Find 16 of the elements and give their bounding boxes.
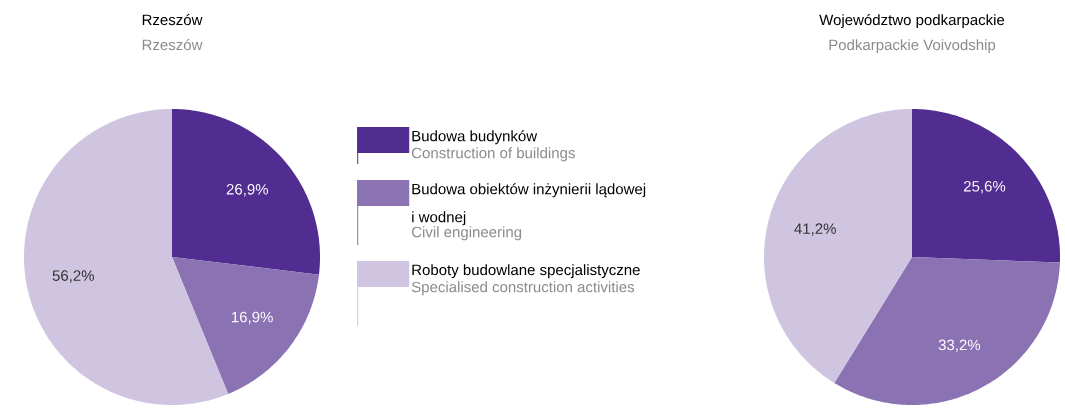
chart-subtitle: Rzeszów: [142, 38, 203, 51]
chart-subtitle: Podkarpackie Voivodship: [829, 39, 996, 54]
category-label: Construction of buildings: [411, 147, 575, 162]
data-label: 26,9%: [226, 184, 269, 197]
data-label: 33,2%: [938, 339, 981, 353]
data-label: 41,2%: [794, 223, 836, 236]
legend-label: Budowa budynków: [412, 130, 538, 145]
chart-title: Województwo podkarpackie: [819, 13, 1005, 29]
legend-label: Roboty budowlane specjalistyczne: [412, 264, 640, 279]
category-label: Civil engineering: [411, 226, 522, 241]
data-label: 25,6%: [963, 181, 1006, 194]
data-label: 16,9%: [231, 311, 273, 325]
data-label: 56,2%: [52, 270, 94, 283]
legend-label: Budowa obiektów inżynierii lądowej i wodnej: [412, 183, 646, 226]
chart-title: Rzeszów: [142, 13, 203, 26]
category-label: Specialised construction activities: [411, 281, 635, 296]
